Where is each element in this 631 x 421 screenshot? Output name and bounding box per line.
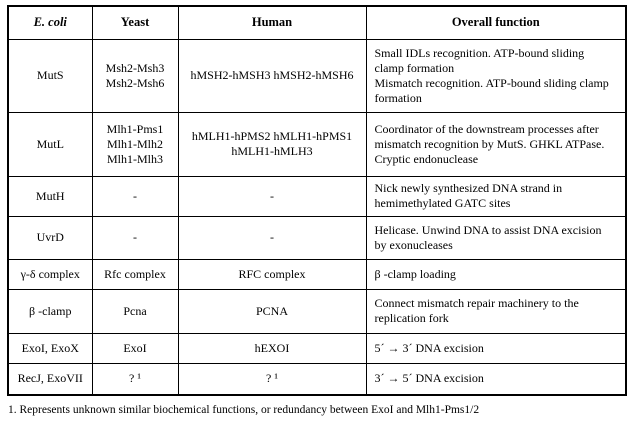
mmr-proteins-table: E. coli Yeast Human Overall function Mut… <box>7 5 627 396</box>
cell-function: Small IDLs recognition. ATP-bound slidin… <box>365 38 627 113</box>
cell-line: RFC complex <box>238 266 306 281</box>
table-row: β -clamp Pcna PCNA Connect mismatch repair … <box>7 288 627 334</box>
cell-function: Coordinator of the downstream processes … <box>365 111 627 177</box>
cell-human: hMLH1-hPMS2 hMLH1-hPMS1 hMLH1-hMLH3 <box>177 111 367 177</box>
cell-line: Msh2-Msh6 <box>105 75 165 90</box>
cell-line: β -clamp loading <box>374 266 456 281</box>
cell-line: Rfc complex <box>104 266 166 281</box>
cell-yeast: - <box>91 215 179 260</box>
cell-line: - <box>270 188 274 203</box>
cell-human: PCNA <box>177 288 367 334</box>
cell-ecoli: MutS <box>7 38 93 113</box>
cell-line: ExoI <box>123 340 147 355</box>
cell-line: Helicase. Unwind DNA to assist DNA excis… <box>374 222 602 252</box>
cell-ecoli: UvrD <box>7 215 93 260</box>
cell-line: hMLH1-hPMS2 hMLH1-hPMS1 <box>191 129 353 143</box>
cell-function: Connect mismatch repair machinery to the… <box>365 288 627 334</box>
cell-yeast: - <box>91 175 179 217</box>
cell-line: γ-δ complex <box>20 266 80 281</box>
cell-line: Msh2-Msh3 <box>105 60 165 75</box>
cell-human: hMSH2-hMSH3 hMSH2-hMSH6 <box>177 38 367 113</box>
footnote: 1. Represents unknown similar biochemica… <box>8 404 480 416</box>
cell-line: Nick newly synthesized DNA strand in hem… <box>374 181 563 210</box>
cell-ecoli: MutL <box>7 111 93 177</box>
cell-human: RFC complex <box>177 258 367 290</box>
table-row: MutL Mlh1-Pms1 Mlh1-Mlh2 Mlh1-Mlh3 hMLH1-hPM… <box>7 111 627 177</box>
cell-line: PCNA <box>255 303 288 318</box>
cell-line: MutS <box>36 68 64 82</box>
cell-yeast: Msh2-Msh3 Msh2-Msh6 <box>91 38 179 113</box>
table-row: MutH - - Nick newly synthesized DNA strand … <box>7 175 627 217</box>
cell-yeast: ExoI <box>91 332 179 364</box>
cell-ecoli: MutH <box>7 175 93 217</box>
cell-ecoli: RecJ, ExoVII <box>7 362 93 396</box>
cell-line: ? ¹ <box>129 371 141 386</box>
cell-line: - <box>133 230 137 244</box>
cell-human: hEXOI <box>177 332 367 364</box>
cell-line: Mlh1-Pms1 <box>106 121 164 136</box>
cell-line: MutL <box>36 136 64 151</box>
cell-line: 5´ → 3´ DNA excision <box>374 340 484 355</box>
table-row: UvrD - - Helicase. Unwind DNA to assist DNA… <box>7 215 627 260</box>
cell-line: Mismatch recognition. ATP-bound sliding … <box>374 75 609 105</box>
table-row: MutS Msh2-Msh3 Msh2-Msh6 hMSH2-hMSH3 hMSH2-… <box>7 38 627 113</box>
cell-yeast: Pcna <box>91 288 179 334</box>
cell-line: hMLH1-hMLH3 <box>231 144 313 158</box>
cell-function: 5´ → 3´ DNA excision <box>365 332 627 364</box>
cell-line: Connect mismatch repair machinery to the… <box>374 296 579 325</box>
cell-line: 3´ → 5´ DNA excision <box>374 371 484 386</box>
cell-yeast: Mlh1-Pms1 Mlh1-Mlh2 Mlh1-Mlh3 <box>91 111 179 177</box>
cell-line: ? ¹ <box>266 371 278 386</box>
cell-line: Small IDLs recognition. ATP-bound slidin… <box>374 45 585 75</box>
cell-ecoli: γ-δ complex <box>7 258 93 290</box>
column-header-yeast: Yeast <box>91 5 179 40</box>
cell-human: ? ¹ <box>177 362 367 396</box>
cell-function: β -clamp loading <box>365 258 627 290</box>
cell-line: - <box>133 188 137 203</box>
cell-function: Helicase. Unwind DNA to assist DNA excis… <box>365 215 627 260</box>
cell-yeast: Rfc complex <box>91 258 179 290</box>
column-header-ecoli: E. coli <box>7 5 93 40</box>
column-header-human: Human <box>177 5 367 40</box>
cell-line: RecJ, ExoVII <box>17 371 83 386</box>
cell-line: Mlh1-Mlh3 <box>106 151 163 166</box>
cell-line: Coordinator of the downstream processes … <box>374 121 605 166</box>
header-row: E. coli Yeast Human Overall function <box>7 5 627 40</box>
cell-ecoli: β -clamp <box>7 288 93 334</box>
cell-line: Pcna <box>123 303 147 318</box>
cell-yeast: ? ¹ <box>91 362 179 396</box>
cell-line: - <box>270 230 274 244</box>
cell-ecoli: ExoI, ExoX <box>7 332 93 364</box>
cell-line: hMSH2-hMSH3 hMSH2-hMSH6 <box>190 68 354 82</box>
cell-human: - <box>177 215 367 260</box>
table-row: RecJ, ExoVII ? ¹ ? ¹ 3´ → 5´ DNA excision <box>7 362 627 396</box>
cell-line: β -clamp <box>29 303 72 318</box>
column-header-function: Overall function <box>365 5 627 40</box>
cell-line: hEXOI <box>254 340 290 355</box>
table-row: ExoI, ExoX ExoI hEXOI 5´ → 3´ DNA excision <box>7 332 627 364</box>
cell-function: Nick newly synthesized DNA strand in hem… <box>365 175 627 217</box>
cell-line: ExoI, ExoX <box>21 340 79 355</box>
cell-line: UvrD <box>36 230 64 244</box>
table-row: γ-δ complex Rfc complex RFC complex β -clam… <box>7 258 627 290</box>
cell-line: MutH <box>35 188 65 203</box>
cell-human: - <box>177 175 367 217</box>
cell-function: 3´ → 5´ DNA excision <box>365 362 627 396</box>
cell-line: Mlh1-Mlh2 <box>106 136 163 151</box>
